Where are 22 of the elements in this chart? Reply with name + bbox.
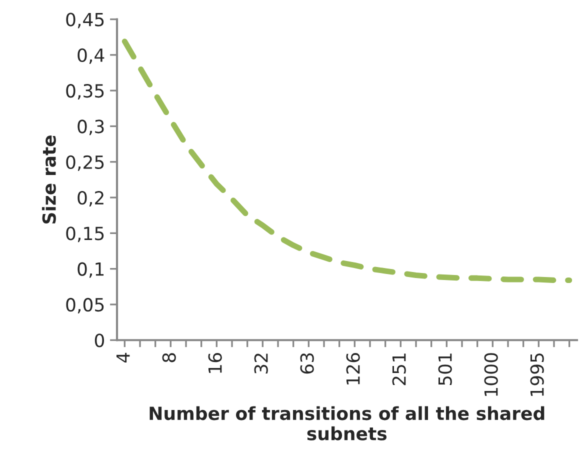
x-tick-label: 63 [300, 353, 314, 374]
x-tick-label: 4 [116, 352, 130, 363]
y-tick-label: 0,1 [78, 262, 104, 278]
y-tick-label: 0,05 [66, 298, 104, 314]
y-tick-label: 0,3 [78, 120, 104, 136]
y-tick-label: 0,2 [78, 190, 104, 206]
x-tick-label: 8 [162, 353, 176, 362]
y-tick-label: 0,4 [78, 48, 104, 64]
x-tick-label: 251 [392, 354, 406, 386]
y-axis-title: Size rate [42, 135, 56, 224]
x-tick-label: 1000 [484, 353, 498, 396]
x-tick-label: 32 [254, 354, 268, 374]
y-tick-label: 0,35 [66, 84, 104, 100]
x-tick-label: 126 [346, 353, 360, 384]
y-tick-label: 0 [94, 334, 104, 348]
x-tick-label: 501 [438, 354, 452, 385]
x-axis-title: Number of transitions of all the shared subnets [150, 406, 544, 440]
y-tick-label: 0,15 [66, 226, 104, 242]
x-tick-label: 16 [208, 353, 222, 373]
y-tick-label: 0,45 [66, 12, 104, 28]
x-tick-label: 1995 [530, 354, 544, 396]
y-tick-label: 0,25 [66, 155, 104, 171]
